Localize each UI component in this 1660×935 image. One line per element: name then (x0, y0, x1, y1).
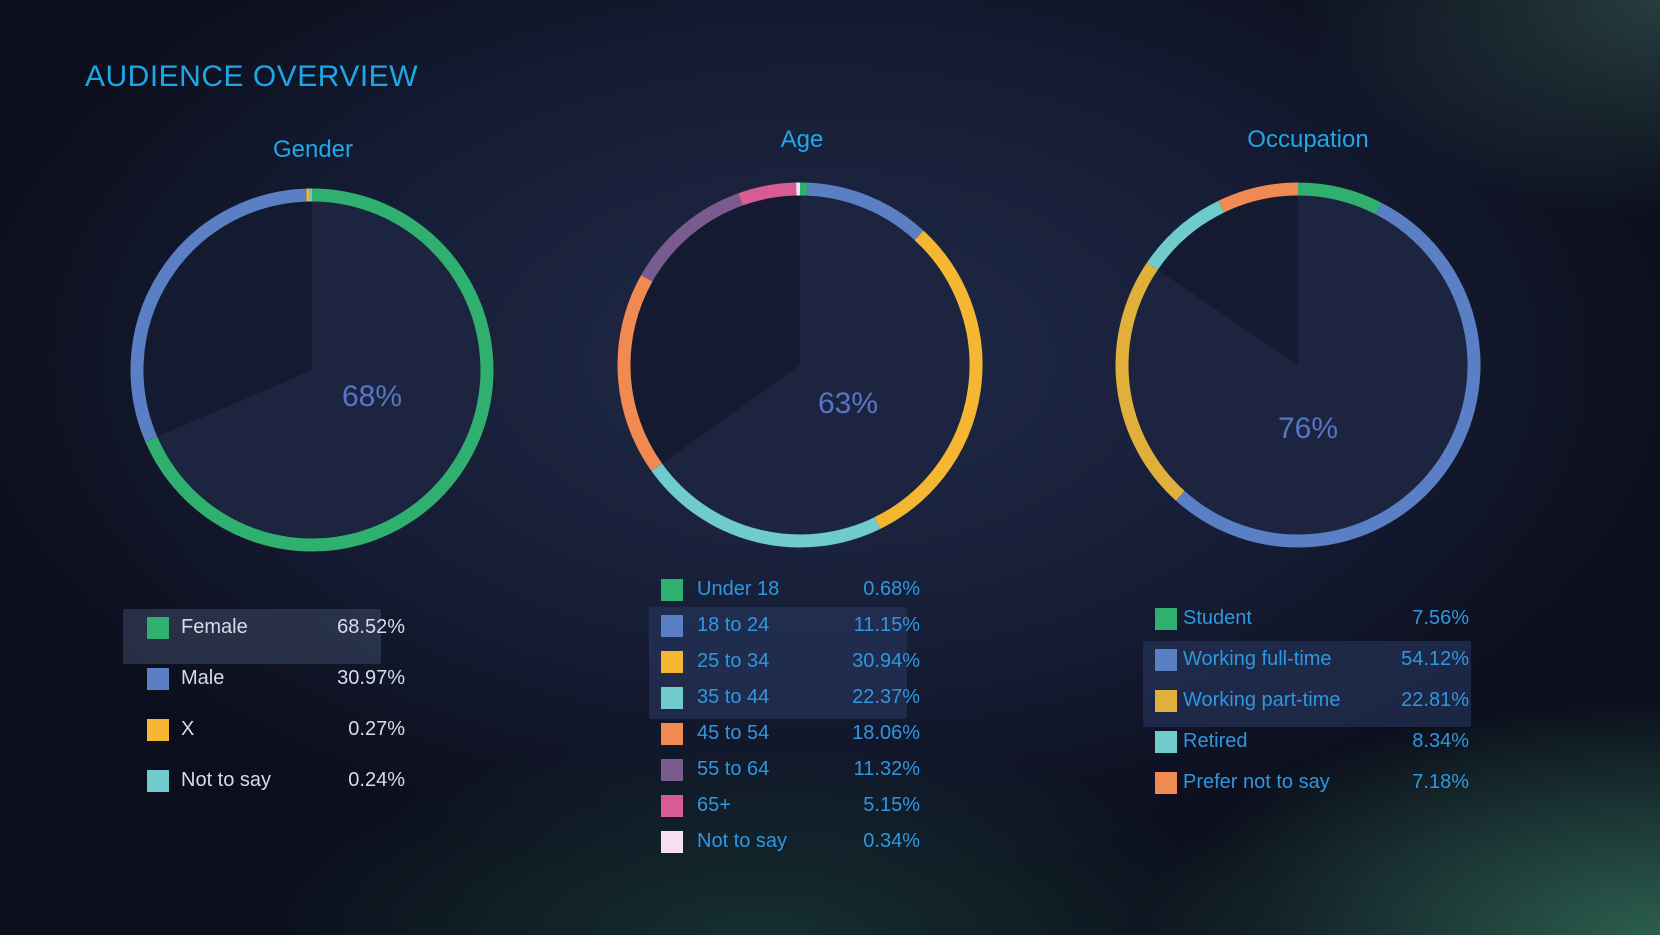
legend-swatch (147, 668, 169, 690)
occupation-shadow-wedge (1157, 195, 1298, 365)
legend-swatch (661, 759, 683, 781)
legend-label: Retired (1183, 730, 1248, 752)
gender-shadow-wedge (143, 201, 312, 437)
age-slice-65 (738, 182, 797, 206)
legend-item[interactable]: 18 to 24 11.15% (653, 609, 920, 643)
legend-value: 22.37% (852, 686, 920, 708)
legend-swatch (661, 723, 683, 745)
legend-item[interactable]: Male 30.97% (125, 662, 405, 696)
legend-item[interactable]: Student 7.56% (1147, 602, 1469, 636)
legend-swatch (1155, 731, 1177, 753)
legend-item[interactable]: Working full-time 54.12% (1147, 643, 1469, 677)
gender-donut-chart (130, 188, 494, 552)
legend-value: 54.12% (1401, 648, 1469, 670)
legend-value: 8.34% (1412, 730, 1469, 752)
legend-value: 0.68% (863, 578, 920, 600)
legend-item[interactable]: X 0.27% (125, 713, 405, 747)
legend-item[interactable]: Not to say 0.24% (125, 764, 405, 798)
legend-label: Female (181, 616, 248, 638)
legend-item[interactable]: Not to say 0.34% (653, 825, 920, 859)
chart-title-occupation: Occupation (1247, 126, 1369, 153)
legend-label: Working full-time (1183, 648, 1332, 670)
occupation-slice-working-part-time (1115, 262, 1185, 501)
legend-label: 65+ (697, 794, 731, 816)
legend-value: 7.56% (1412, 607, 1469, 629)
legend-item[interactable]: Under 18 0.68% (653, 573, 920, 607)
page-title: AUDIENCE OVERVIEW (85, 60, 419, 93)
occupation-donut-chart (1115, 182, 1481, 548)
occupation-legend-highlight (1143, 641, 1471, 727)
legend-value: 11.15% (853, 614, 920, 636)
legend-label: 35 to 44 (697, 686, 770, 708)
legend-label: Under 18 (697, 578, 780, 600)
legend-swatch (1155, 772, 1177, 794)
legend-item[interactable]: 25 to 34 30.94% (653, 645, 920, 679)
chart-title-gender: Gender (272, 136, 354, 163)
legend-label: Male (181, 667, 225, 689)
legend-label: Not to say (181, 769, 272, 791)
legend-label: 25 to 34 (697, 650, 770, 672)
legend-item[interactable]: 55 to 64 11.32% (653, 753, 920, 787)
legend-item[interactable]: 35 to 44 22.37% (653, 681, 920, 715)
occupation-slice-student (1297, 182, 1382, 215)
legend-item[interactable]: 65+ 5.15% (653, 789, 920, 823)
legend-value: 30.97% (337, 667, 405, 689)
legend-item[interactable]: Female 68.52% (125, 611, 405, 645)
legend-swatch (661, 615, 683, 637)
legend-value: 7.18% (1412, 771, 1469, 793)
legend-label: 18 to 24 (697, 614, 770, 636)
legend-value: 0.24% (348, 769, 405, 791)
legend-swatch (147, 719, 169, 741)
legend-value: 0.34% (863, 830, 920, 852)
age-slice-35-to-44 (651, 463, 881, 548)
age-slice-18-to-24 (807, 182, 924, 241)
age-shadow-wedge (630, 195, 800, 464)
legend-value: 68.52% (337, 616, 405, 638)
occupation-slice-prefer-not-to-say (1218, 182, 1299, 213)
legend-swatch (661, 831, 683, 853)
legend-item[interactable]: Prefer not to say 7.18% (1147, 766, 1469, 800)
legend-label: Working part-time (1183, 689, 1341, 711)
legend-value: 5.15% (863, 794, 920, 816)
legend-swatch (661, 579, 683, 601)
age-center-percentage: 63% (817, 387, 879, 420)
occupation-slice-retired (1146, 200, 1225, 270)
legend-label: 45 to 54 (697, 722, 770, 744)
age-donut-chart (617, 182, 983, 548)
age-slice-25-to-34 (874, 230, 983, 529)
age-legend-highlight (649, 607, 907, 719)
legend-label: X (181, 718, 195, 740)
legend-label: Prefer not to say (1183, 771, 1330, 793)
legend-value: 22.81% (1401, 689, 1469, 711)
legend-swatch (1155, 649, 1177, 671)
gender-slice-female (145, 188, 494, 552)
legend-item[interactable]: Retired 8.34% (1147, 725, 1469, 759)
chart-title-age: Age (780, 126, 824, 153)
gender-center-percentage: 68% (341, 380, 403, 413)
occupation-slice-working-full-time (1175, 202, 1481, 548)
age-slice-55-to-64 (641, 193, 743, 282)
legend-value: 18.06% (852, 722, 920, 744)
legend-value: 30.94% (852, 650, 920, 672)
legend-item[interactable]: 45 to 54 18.06% (653, 717, 920, 751)
legend-swatch (147, 770, 169, 792)
age-slice-45-to-54 (617, 275, 663, 472)
legend-value: 0.27% (348, 718, 405, 740)
legend-swatch (1155, 608, 1177, 630)
legend-swatch (661, 795, 683, 817)
legend-label: Not to say (697, 830, 788, 852)
legend-swatch (661, 687, 683, 709)
legend-item[interactable]: Working part-time 22.81% (1147, 684, 1469, 718)
legend-label: 55 to 64 (697, 758, 770, 780)
legend-label: Student (1183, 607, 1252, 629)
legend-value: 11.32% (853, 758, 920, 780)
gender-slice-male (130, 188, 307, 442)
legend-swatch (1155, 690, 1177, 712)
legend-swatch (661, 651, 683, 673)
occupation-center-percentage: 76% (1277, 412, 1339, 445)
legend-swatch (147, 617, 169, 639)
